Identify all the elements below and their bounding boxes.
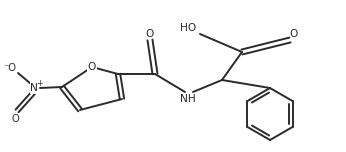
Text: O: O	[290, 29, 298, 39]
Text: N: N	[30, 83, 38, 93]
Text: ⁻O: ⁻O	[3, 63, 17, 73]
Text: HO: HO	[180, 23, 196, 33]
Text: O: O	[88, 62, 96, 72]
Text: O: O	[11, 114, 19, 124]
Text: NH: NH	[180, 94, 196, 104]
Text: +: +	[36, 78, 42, 88]
Text: O: O	[146, 29, 154, 39]
